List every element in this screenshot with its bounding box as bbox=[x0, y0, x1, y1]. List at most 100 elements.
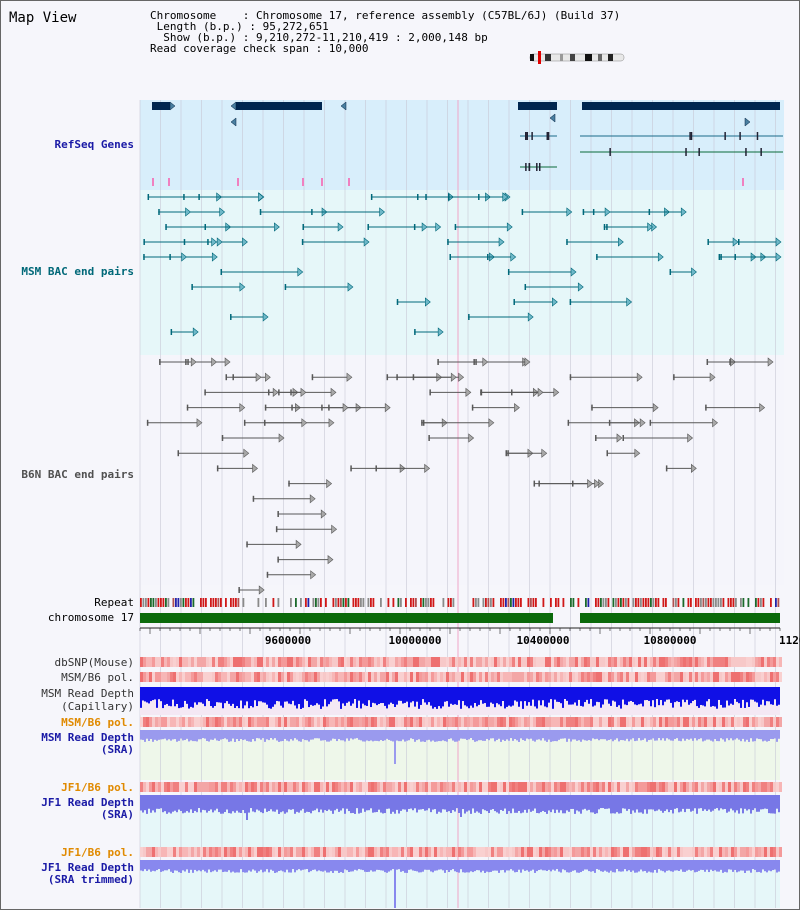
b6n-bac-pair-arrow bbox=[384, 402, 391, 413]
b6n-bac-pair-end bbox=[706, 359, 709, 365]
jf1-b6-pol2-strip bbox=[569, 847, 572, 857]
jf1-read-depth-sra-label[interactable]: JF1 Read Depth bbox=[41, 796, 134, 809]
msm-cap-depth-bar bbox=[492, 687, 494, 704]
msm-cap-depth-bar bbox=[172, 687, 174, 700]
msm-b6-pol2-strip bbox=[593, 717, 596, 727]
jf1-trim-depth-bar bbox=[450, 860, 452, 871]
msm-bac-pair-arrow bbox=[732, 237, 739, 247]
msm-b6-pol-strip bbox=[395, 672, 398, 682]
msm-b6-pol2-strip bbox=[536, 717, 539, 727]
jf1-sra-depth-bar bbox=[276, 795, 278, 810]
msm-b6-pol-strip bbox=[269, 672, 272, 682]
msm-bac-label[interactable]: MSM BAC end pairs bbox=[21, 265, 134, 278]
msm-sra-depth-bar bbox=[230, 730, 232, 742]
msm-b6-pol-label[interactable]: MSM/B6 pol. bbox=[61, 671, 134, 684]
msm-b6-pol-strip bbox=[644, 672, 647, 682]
jf1-sra-depth-bar bbox=[416, 795, 418, 813]
b6n-bac-label[interactable]: B6N BAC end pairs bbox=[21, 468, 134, 481]
jf1-trim-depth-bar bbox=[692, 860, 694, 871]
jf1-sra-depth-bar bbox=[644, 795, 646, 810]
chromosome-label: chromosome 17 bbox=[47, 611, 134, 624]
jf1-b6-pol2-strip bbox=[272, 847, 275, 857]
msm-b6-pol-strip bbox=[176, 672, 179, 682]
jf1-b6-pol2-strip bbox=[311, 847, 314, 857]
jf1-b6-pol-strip bbox=[587, 782, 590, 792]
msm-b6-pol2-strip bbox=[467, 717, 470, 727]
jf1-b6-pol-strip bbox=[638, 782, 641, 792]
msm-cap-depth-bar bbox=[588, 687, 590, 704]
msm-sra-depth-bar bbox=[224, 730, 226, 739]
repeat-mark bbox=[687, 598, 690, 607]
jf1-b6-pol2-strip bbox=[260, 847, 263, 857]
msm-b6-pol2-strip bbox=[434, 717, 437, 727]
repeat-mark bbox=[775, 598, 777, 607]
msm-sra-depth-bar bbox=[458, 730, 460, 741]
msm-read-depth-sra-label[interactable]: MSM Read Depth bbox=[41, 731, 134, 744]
b6n-bac-pair-arrow bbox=[278, 433, 285, 443]
jf1-b6-pol2-label[interactable]: JF1/B6 pol. bbox=[61, 846, 134, 859]
repeat-mark bbox=[447, 598, 450, 607]
jf1-b6-pol-strip bbox=[287, 782, 290, 792]
jf1-sra-depth-bar bbox=[178, 795, 180, 810]
dbsnp-strip bbox=[632, 657, 635, 667]
msm-sra-depth-bar bbox=[548, 730, 550, 740]
msm-cap-depth-bar bbox=[140, 687, 142, 708]
jf1-b6-pol-strip bbox=[647, 782, 650, 792]
msm-b6-pol-strip bbox=[731, 672, 734, 682]
msm-cap-depth-bar bbox=[528, 687, 530, 703]
msm-cap-depth-bar bbox=[634, 687, 636, 705]
jf1-trim-depth-bar bbox=[184, 860, 186, 872]
jf1-sra-depth-bar bbox=[550, 795, 552, 813]
jf1-trim-depth-bar bbox=[204, 860, 206, 872]
jf1-sra-depth-bar bbox=[264, 795, 266, 809]
msm-sra-depth-bar bbox=[258, 730, 260, 739]
refseq-tick bbox=[348, 178, 350, 186]
repeat-mark bbox=[405, 598, 407, 607]
jf1-sra-depth-bar bbox=[148, 795, 150, 809]
repeat-mark bbox=[325, 598, 327, 607]
msm-cap-depth-bar bbox=[776, 687, 778, 706]
b6n-bac-pair-arrow bbox=[458, 372, 465, 382]
jf1-b6-pol-label[interactable]: JF1/B6 pol. bbox=[61, 781, 134, 794]
jf1-trim-depth-bar bbox=[558, 860, 560, 872]
msm-cap-depth-bar bbox=[760, 687, 762, 705]
msm-sra-depth-bar bbox=[442, 730, 444, 741]
jf1-read-depth-trim-label[interactable]: JF1 Read Depth bbox=[41, 861, 134, 874]
msm-cap-depth-bar bbox=[646, 687, 648, 701]
msm-sra-depth-bar bbox=[414, 730, 416, 742]
b6n-bac-pair-arrow bbox=[691, 463, 697, 474]
msm-b6-pol-strip bbox=[380, 672, 383, 682]
msm-b6-pol2-strip bbox=[500, 717, 503, 727]
msm-cap-depth-bar bbox=[276, 687, 278, 701]
jf1-sra-depth-bar bbox=[250, 795, 252, 809]
msm-bac-pair-arrow bbox=[297, 267, 304, 277]
jf1-sra-depth-bar bbox=[664, 795, 666, 811]
jf1-sra-depth-bar bbox=[472, 795, 474, 809]
msm-cap-depth-bar bbox=[548, 687, 550, 703]
dbsnp-strip bbox=[611, 657, 614, 667]
dbsnp-strip bbox=[674, 657, 677, 667]
msm-sra-depth-bar bbox=[378, 730, 380, 742]
msm-cap-depth-bar bbox=[420, 687, 422, 705]
jf1-b6-pol-strip bbox=[401, 782, 404, 792]
jf1-trim-depth-bar bbox=[766, 860, 768, 873]
jf1-sra-depth-bar bbox=[190, 795, 192, 810]
msm-b6-pol2-label[interactable]: MSM/B6 pol. bbox=[61, 716, 134, 729]
jf1-sra-depth-bar bbox=[762, 795, 764, 810]
msm-sra-depth-bar bbox=[228, 730, 230, 742]
dbsnp-strip bbox=[716, 657, 719, 667]
msm-cap-depth-bar bbox=[160, 687, 162, 702]
ideogram-band bbox=[585, 54, 592, 61]
refseq-genes-label[interactable]: RefSeq Genes bbox=[54, 138, 134, 151]
jf1-trim-depth-bar bbox=[694, 860, 696, 873]
msm-sra-depth-bar bbox=[190, 730, 192, 741]
msm-read-depth-cap-label[interactable]: MSM Read Depth bbox=[41, 687, 134, 700]
msm-sra-depth-bar bbox=[214, 730, 216, 739]
msm-b6-pol-strip bbox=[398, 672, 401, 682]
dbsnp-label[interactable]: dbSNP(Mouse) bbox=[54, 656, 134, 669]
dbsnp-strip bbox=[176, 657, 179, 667]
jf1-b6-pol-strip bbox=[554, 782, 557, 792]
b6n-bac-pair-arrow bbox=[320, 509, 327, 519]
jf1-b6-pol-strip bbox=[200, 782, 203, 792]
